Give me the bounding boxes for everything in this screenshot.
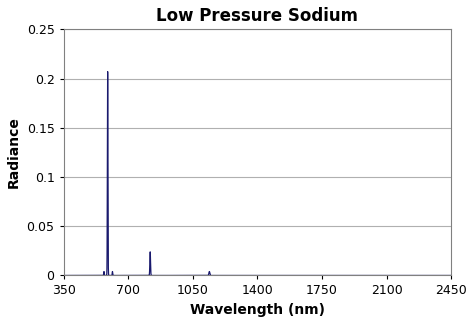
Title: Low Pressure Sodium: Low Pressure Sodium bbox=[156, 7, 358, 25]
Y-axis label: Radiance: Radiance bbox=[7, 116, 21, 188]
X-axis label: Wavelength (nm): Wavelength (nm) bbox=[190, 303, 325, 317]
